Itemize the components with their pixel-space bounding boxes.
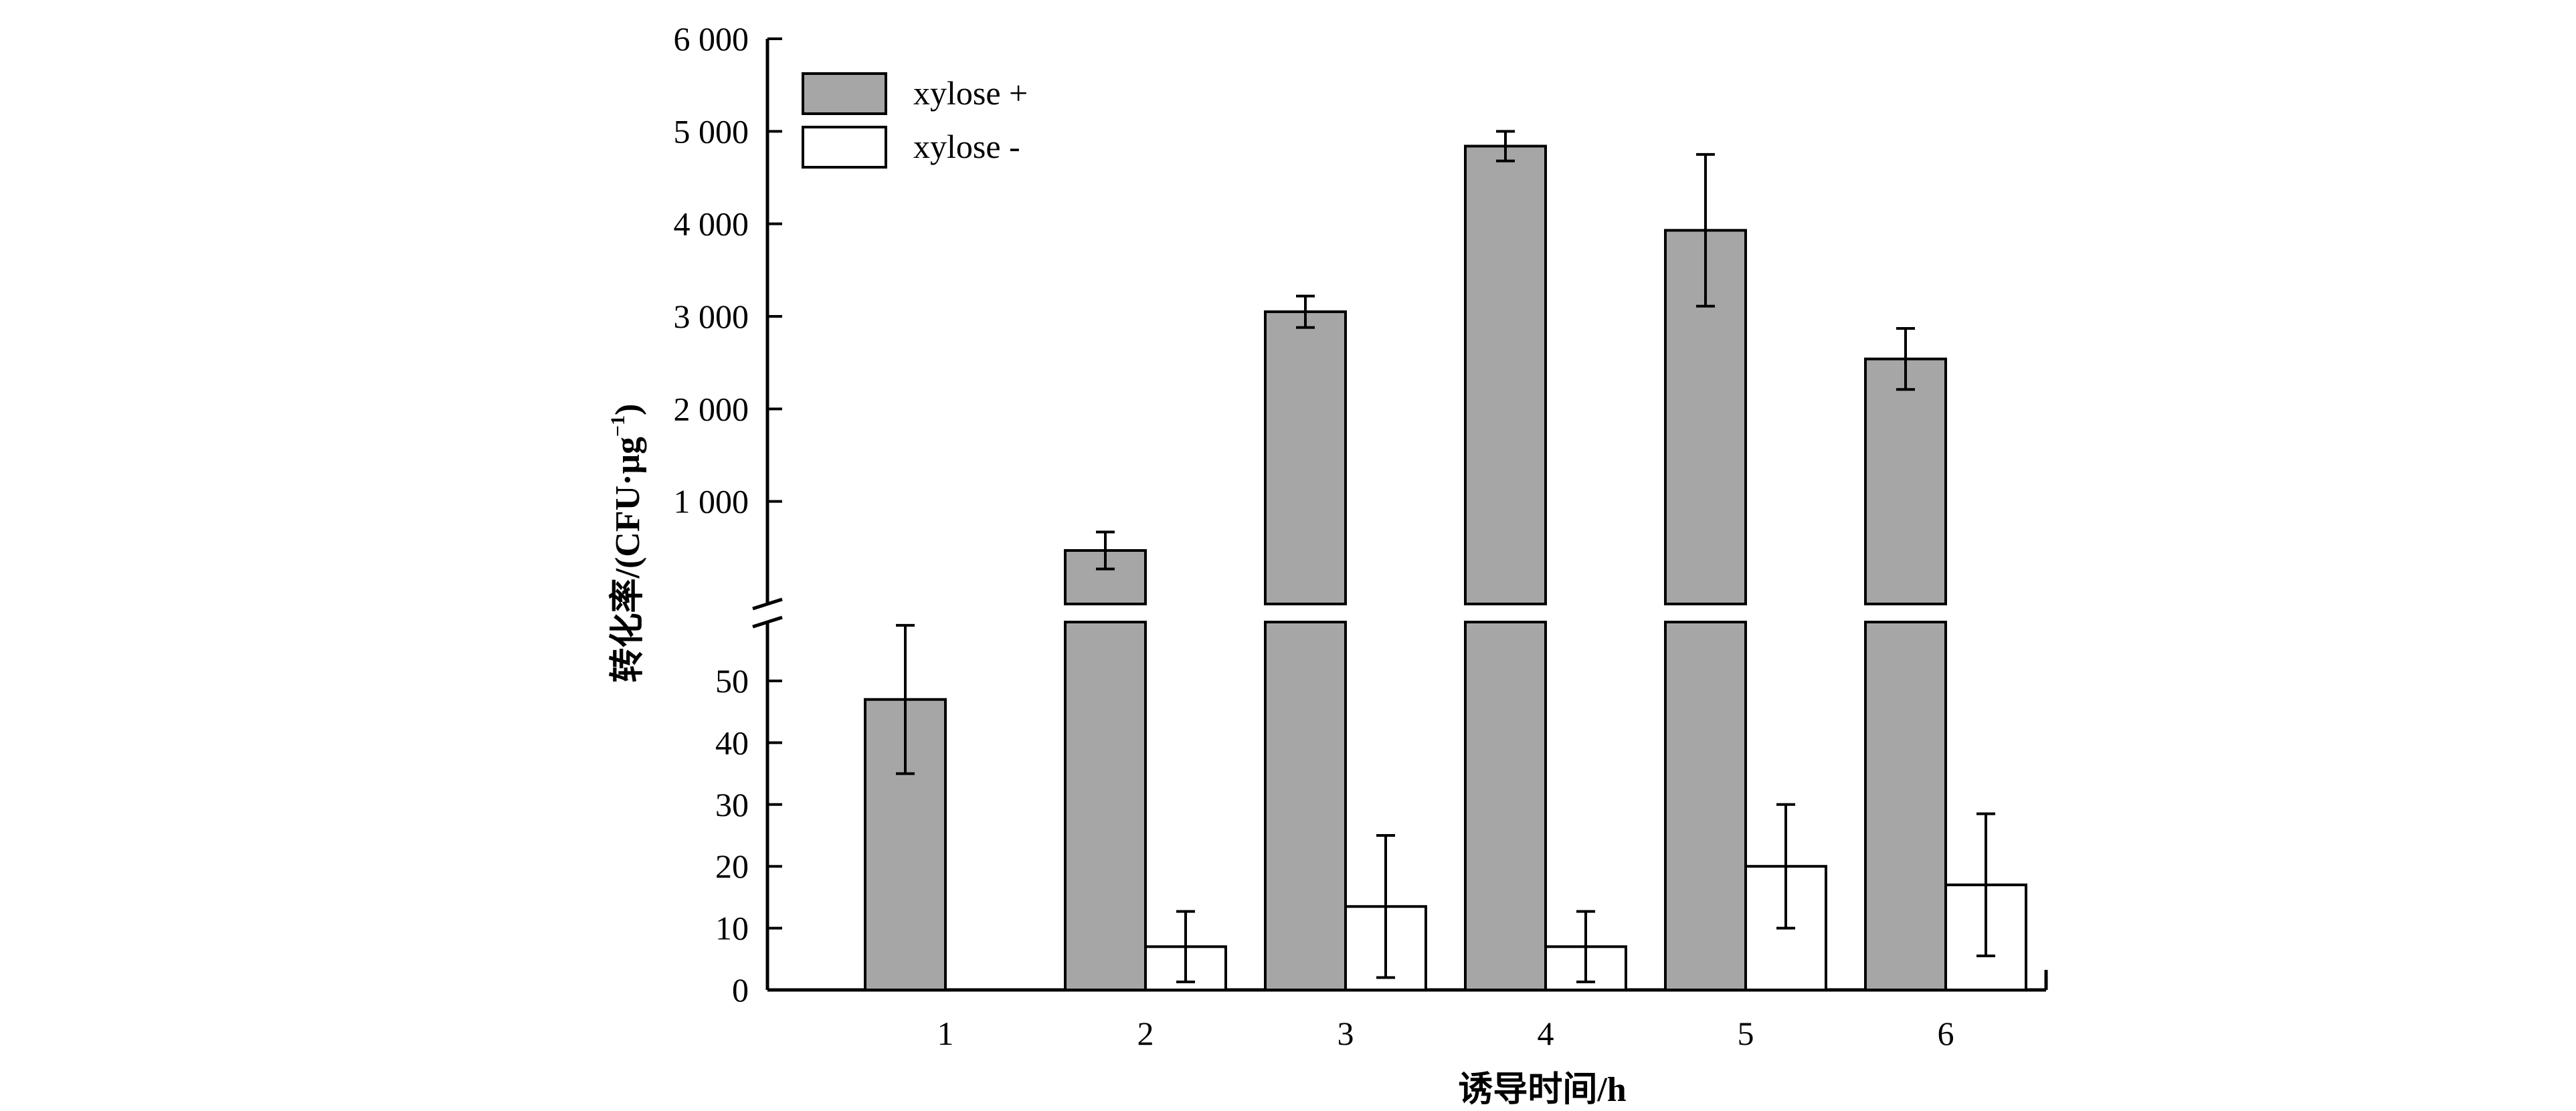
plot-area: 0 10 20 30 40 50 1 000 2 000 3 000 4 000 5 000 6 00… <box>674 20 2048 1052</box>
y-tick-label-upper: 6 000 <box>674 20 749 58</box>
x-axis-title: 诱导时间/h <box>1458 1071 1626 1109</box>
x-tick-label: 3 <box>1338 1015 1354 1052</box>
x-tick-label: 6 <box>1938 1015 1954 1052</box>
y-tick-label-lower: 30 <box>715 786 749 823</box>
legend-label: xylose - <box>913 128 1020 165</box>
y-axis-break-mark-upper <box>752 597 783 611</box>
x-tick-label: 4 <box>1538 1015 1554 1052</box>
y-axis-break-mark-lower <box>752 615 783 629</box>
bar-lower-segment <box>1264 621 1347 991</box>
x-tick-label: 2 <box>1137 1015 1154 1052</box>
y-tick-label-upper: 2 000 <box>674 390 749 427</box>
y-tick-label-lower: 50 <box>715 662 749 700</box>
y-tick-label-upper: 5 000 <box>674 112 749 150</box>
y-tick-label-lower: 0 <box>732 971 749 1009</box>
bar <box>1464 144 1547 605</box>
bar-lower-segment <box>1464 621 1547 991</box>
bar <box>1264 310 1347 605</box>
bar-break-gap <box>1063 605 1148 621</box>
bar-break-gap <box>1663 605 1748 621</box>
y-tick-label-upper: 4 000 <box>674 205 749 243</box>
legend-swatch <box>802 126 887 169</box>
bar-break-gap <box>1463 605 1548 621</box>
y-axis-title-close: ) <box>609 404 647 415</box>
bar-lower-segment <box>1864 621 1947 991</box>
y-tick-label-lower: 20 <box>715 847 749 885</box>
y-axis-title: 转化率/(CFU·μg−1) <box>607 404 647 683</box>
y-tick-label-lower: 40 <box>715 724 749 761</box>
bar <box>1864 357 1947 606</box>
y-axis-title-superscript: −1 <box>607 415 629 437</box>
y-tick-label-upper: 1 000 <box>674 483 749 520</box>
y-tick-label-upper: 3 000 <box>674 298 749 335</box>
bar-lower-segment <box>1664 621 1747 991</box>
bar-lower-segment <box>1064 621 1147 991</box>
x-tick-label: 1 <box>937 1015 954 1052</box>
y-tick-label-lower: 10 <box>715 910 749 947</box>
bar-break-gap <box>1263 605 1348 621</box>
y-axis-title-main: 转化率/(CFU·μg <box>608 437 647 682</box>
bar-break-gap <box>1863 605 1948 621</box>
legend-label: xylose + <box>913 74 1028 112</box>
x-tick-label: 5 <box>1738 1015 1754 1052</box>
legend-swatch <box>802 72 887 115</box>
